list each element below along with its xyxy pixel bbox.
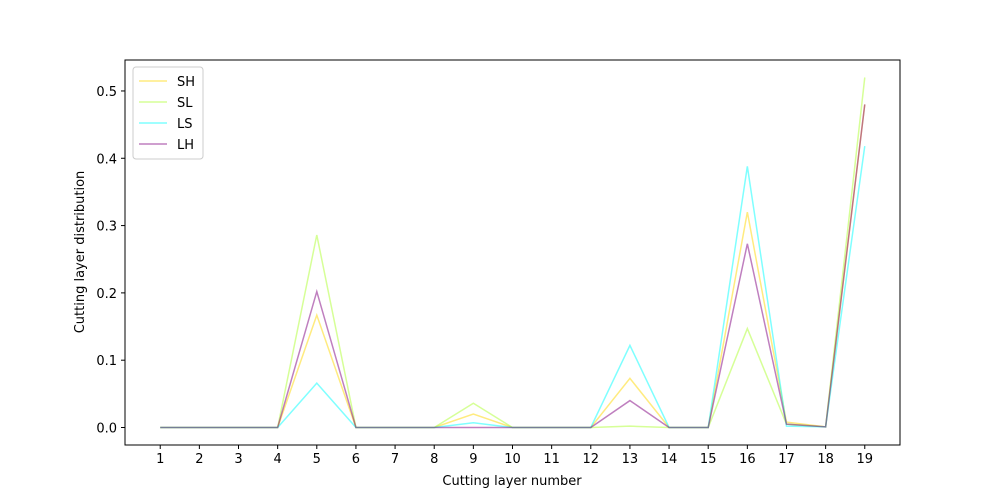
y-axis-label: Cutting layer distribution	[73, 171, 88, 334]
x-tick-label: 10	[504, 452, 521, 467]
y-tick-label: 0.1	[96, 354, 117, 369]
x-tick-label: 11	[543, 452, 560, 467]
x-tick-label: 19	[856, 452, 873, 467]
x-tick-label: 18	[817, 452, 834, 467]
series-line	[160, 104, 866, 429]
x-tick-label: 17	[778, 452, 795, 467]
x-tick-label: 8	[430, 452, 438, 467]
x-tick-label: 5	[313, 452, 321, 467]
legend-box	[132, 66, 204, 160]
x-tick-label: 16	[739, 452, 756, 467]
y-tick-label: 0.4	[96, 152, 117, 167]
x-tick-label: 1	[156, 452, 164, 467]
y-tick-label: 0.5	[96, 85, 117, 100]
y-tick-label: 0.3	[96, 220, 117, 235]
legend-label: SL	[177, 96, 193, 111]
x-tick-label: 15	[700, 452, 717, 467]
x-tick-label: 13	[622, 452, 639, 467]
x-tick-label: 14	[661, 452, 678, 467]
y-tick-label: 0.2	[96, 287, 117, 302]
legend-label: LH	[177, 138, 194, 153]
series-line	[160, 104, 866, 429]
x-tick-label: 4	[274, 452, 282, 467]
legend-label: LS	[177, 117, 193, 132]
x-tick-label: 3	[234, 452, 242, 467]
series-line	[160, 77, 866, 429]
x-tick-label: 12	[583, 452, 600, 467]
x-tick-label: 2	[195, 452, 203, 467]
x-tick-label: 9	[469, 452, 477, 467]
legend-label: SH	[177, 75, 195, 90]
axes-frame	[124, 59, 901, 446]
y-tick-label: 0.0	[96, 422, 117, 437]
series-line	[160, 146, 866, 429]
x-tick-label: 7	[391, 452, 399, 467]
x-tick-label: 6	[352, 452, 360, 467]
x-axis-label: Cutting layer number	[442, 474, 582, 489]
